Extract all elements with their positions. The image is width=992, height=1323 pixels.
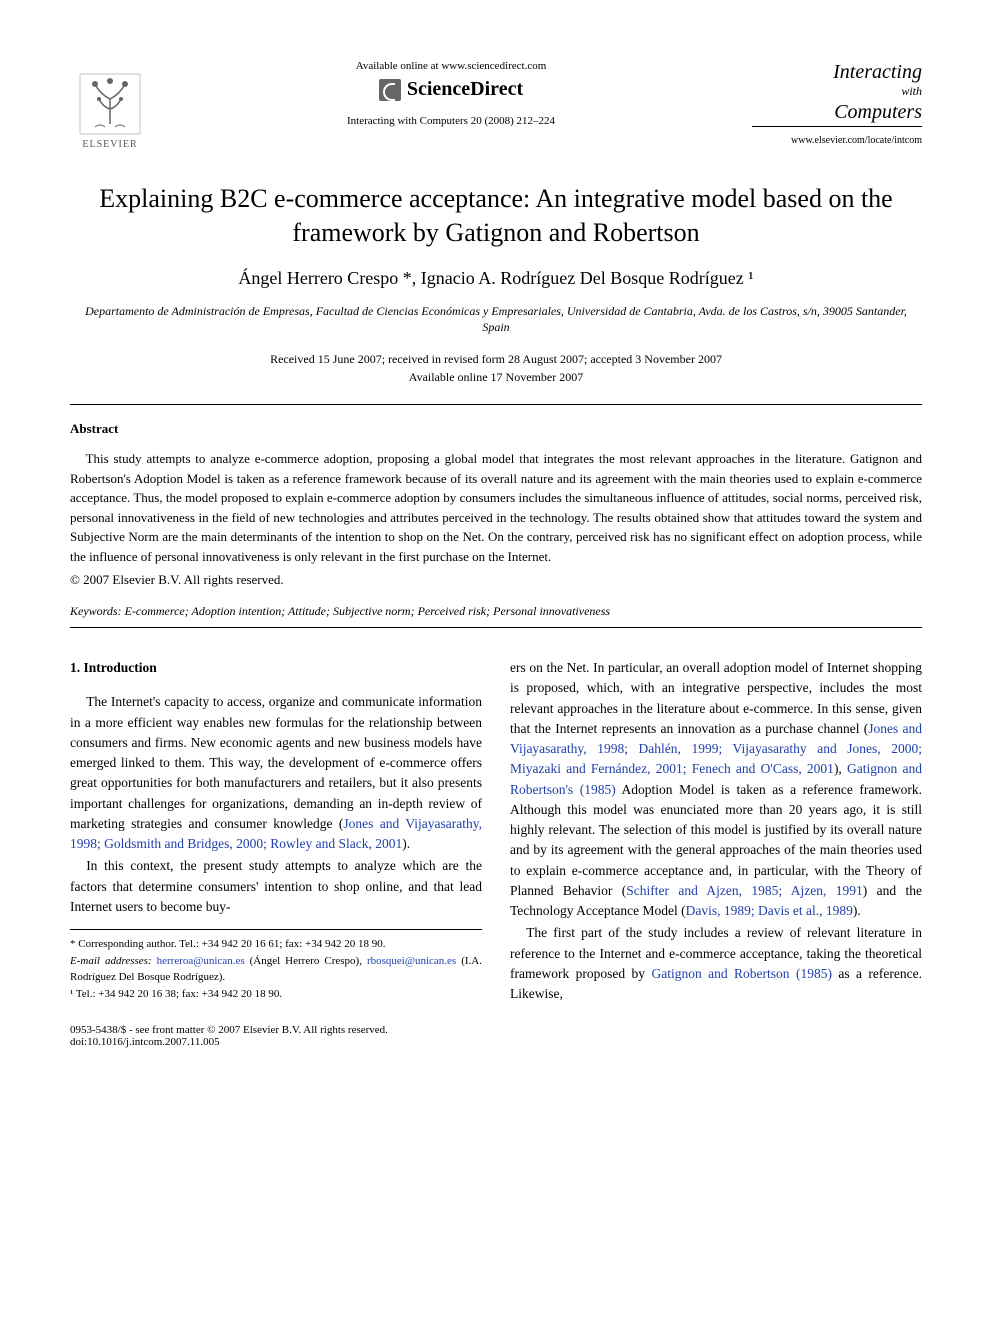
section-1-heading: 1. Introduction [70,658,482,678]
journal-title-line1: Interacting [752,60,922,84]
journal-rule [752,126,922,127]
affiliation: Departamento de Administración de Empres… [70,303,922,337]
journal-title-box: Interacting with Computers www.elsevier.… [752,60,922,146]
keywords-values: E-commerce; Adoption intention; Attitude… [125,604,611,618]
email-line: E-mail addresses: herreroa@unican.es (Án… [70,953,482,986]
elsevier-logo: ELSEVIER [70,60,150,150]
abstract-text: This study attempts to analyze e-commerc… [70,449,922,566]
paper-title: Explaining B2C e-commerce acceptance: An… [70,182,922,250]
intro-para-1: The Internet's capacity to access, organ… [70,692,482,854]
header-row: ELSEVIER Available online at www.science… [70,60,922,150]
footnotes-block: * Corresponding author. Tel.: +34 942 20… [70,929,482,1002]
intro-para-2: In this context, the present study attem… [70,856,482,917]
email-label: E-mail addresses: [70,955,152,967]
body-columns: 1. Introduction The Internet's capacity … [70,658,922,1006]
copyright-line: © 2007 Elsevier B.V. All rights reserved… [70,572,922,588]
abstract-top-rule [70,404,922,405]
citation: Schifter and Ajzen, 1985; Ajzen, 1991 [626,883,863,898]
abstract-bottom-rule [70,627,922,628]
center-header: Available online at www.sciencedirect.co… [150,60,752,127]
sciencedirect-icon [379,79,401,101]
dates-online: Available online 17 November 2007 [70,368,922,386]
elsevier-tree-icon [75,69,145,139]
footer-row: 0953-5438/$ - see front matter © 2007 El… [70,1024,922,1048]
right-para-1: ers on the Net. In particular, an overal… [510,658,922,921]
citation: Gatignon and Robertson (1985) [651,966,831,981]
sciencedirect-text: ScienceDirect [407,78,523,101]
paper-page: ELSEVIER Available online at www.science… [0,0,992,1098]
front-matter: 0953-5438/$ - see front matter © 2007 El… [70,1024,388,1036]
keywords-line: Keywords: E-commerce; Adoption intention… [70,604,922,619]
available-online-text: Available online at www.sciencedirect.co… [170,60,732,72]
dates-block: Received 15 June 2007; received in revis… [70,350,922,386]
dates-received: Received 15 June 2007; received in revis… [70,350,922,368]
corresponding-author: * Corresponding author. Tel.: +34 942 20… [70,936,482,953]
authors-line: Ángel Herrero Crespo *, Ignacio A. Rodrí… [70,268,922,289]
citation: Davis, 1989; Davis et al., 1989 [686,903,853,918]
email-2: rbosquei@unican.es [367,955,456,967]
right-column: ers on the Net. In particular, an overal… [510,658,922,1006]
keywords-label: Keywords: [70,604,122,618]
journal-title-with: with [752,84,922,100]
journal-url: www.elsevier.com/locate/intcom [752,135,922,146]
footnote-1: ¹ Tel.: +34 942 20 16 38; fax: +34 942 2… [70,986,482,1003]
doi: doi:10.1016/j.intcom.2007.11.005 [70,1036,388,1048]
elsevier-label: ELSEVIER [82,139,137,150]
email-1: herreroa@unican.es [157,955,245,967]
journal-reference: Interacting with Computers 20 (2008) 212… [170,115,732,127]
journal-title-line2: Computers [752,100,922,124]
footer-left: 0953-5438/$ - see front matter © 2007 El… [70,1024,388,1048]
right-para-2: The first part of the study includes a r… [510,923,922,1004]
abstract-heading: Abstract [70,421,922,437]
sciencedirect-brand: ScienceDirect [170,78,732,101]
left-column: 1. Introduction The Internet's capacity … [70,658,482,1006]
